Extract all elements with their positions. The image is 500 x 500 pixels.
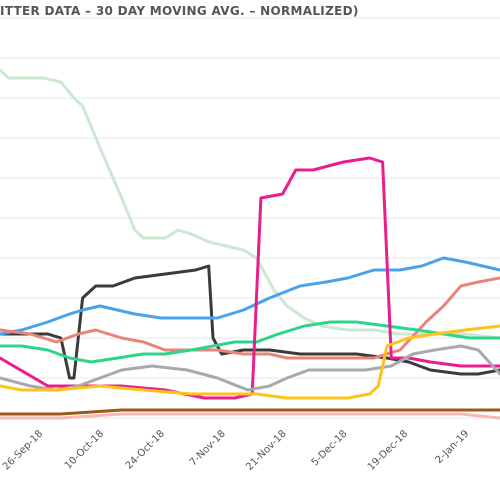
series-line-1: [0, 68, 500, 340]
grid-lines: [0, 17, 500, 419]
series-line-7: [0, 344, 500, 392]
series-line-2: [0, 264, 500, 380]
series-line-8: [0, 324, 500, 400]
series-line-4: [0, 276, 500, 360]
series-line-9: [0, 408, 500, 416]
series-lines: [0, 68, 500, 420]
x-tick-label: 19-Dec-18: [366, 428, 411, 473]
series-line-3: [0, 256, 500, 336]
x-tick-label: 24-Oct-18: [124, 428, 167, 471]
x-tick-label: 2-Jan-19: [434, 428, 472, 466]
series-line-5: [0, 320, 500, 364]
x-tick-label: 21-Nov-18: [244, 428, 288, 472]
series-line-10: [0, 412, 500, 420]
x-tick-label: 26-Sep-18: [1, 428, 45, 472]
x-tick-label: 5-Dec-18: [310, 428, 350, 468]
chart-title: ITTER DATA – 30 DAY MOVING AVG. – NORMAL…: [0, 4, 359, 18]
x-axis-ticks: 26-Sep-18 10-Oct-18 24-Oct-18 7-Nov-18 21-No…: [1, 428, 471, 473]
x-tick-label: 7-Nov-18: [188, 428, 228, 468]
x-tick-label: 10-Oct-18: [63, 428, 106, 471]
